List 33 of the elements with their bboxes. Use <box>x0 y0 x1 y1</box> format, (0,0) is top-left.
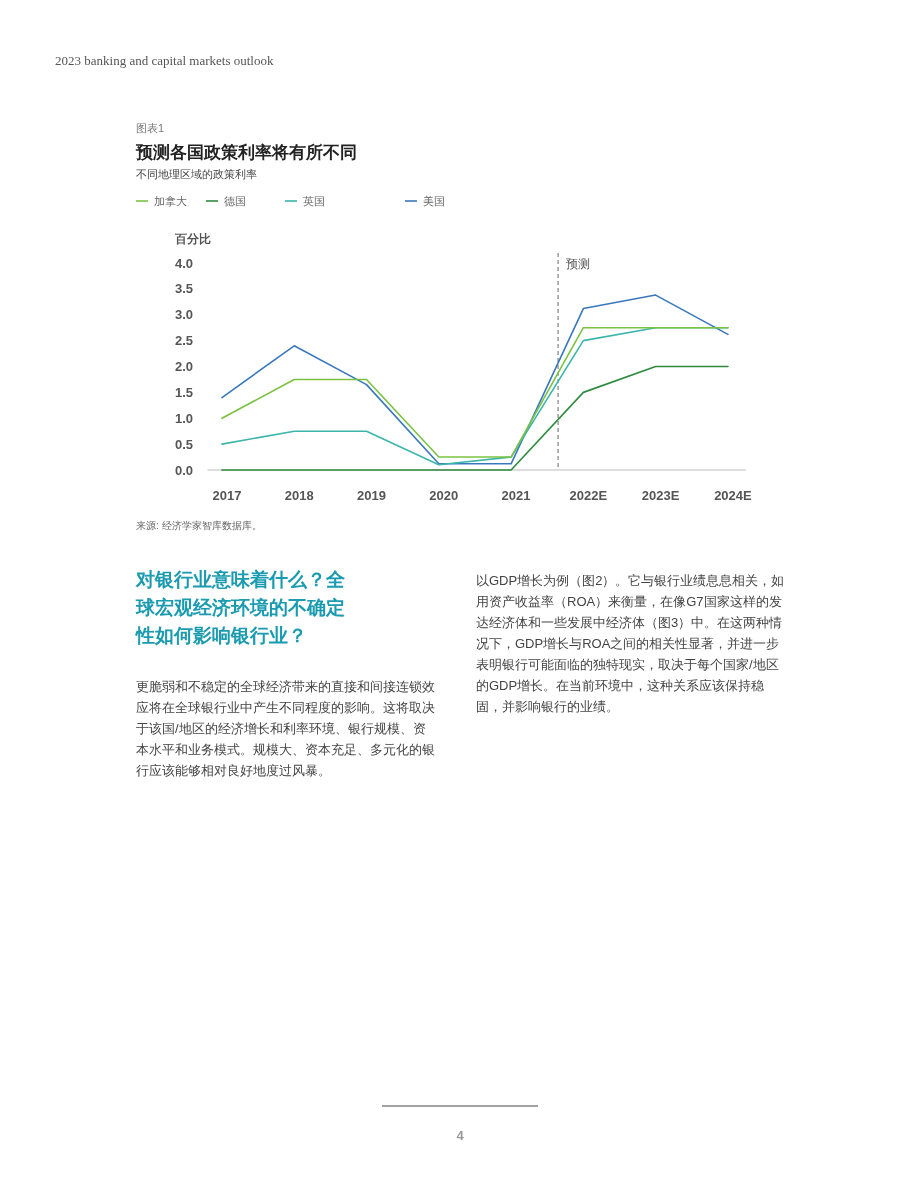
y-axis-title: 百分比 <box>174 232 211 246</box>
legend-label: 英国 <box>303 195 325 207</box>
y-tick-label: 2.5 <box>175 333 194 349</box>
y-tick-label: 3.0 <box>175 307 194 323</box>
legend-label: 德国 <box>224 195 246 207</box>
y-tick-label: 2.0 <box>175 359 194 375</box>
y-tick-label: 4.0 <box>175 255 194 271</box>
source-note: 来源: 经济学家智库数据库。 <box>136 520 262 531</box>
text: 2023 banking and capital markets outlook <box>55 53 274 68</box>
y-tick-label: 1.0 <box>175 410 194 426</box>
x-tick-label: 2024E <box>714 488 753 503</box>
y-tick-label: 0.5 <box>175 436 194 452</box>
y-tick-label: 1.5 <box>175 384 194 400</box>
x-tick-label: 2019 <box>357 488 386 503</box>
y-tick-label: 0.0 <box>175 462 194 478</box>
x-tick-label: 2023E <box>641 488 680 503</box>
legend-label: 美国 <box>423 195 445 207</box>
x-tick-label: 2021 <box>501 488 531 503</box>
x-tick-label: 2017 <box>212 488 242 503</box>
x-tick-label: 2018 <box>284 488 314 503</box>
y-tick-label: 3.5 <box>175 281 194 297</box>
text: 图表1 <box>136 122 165 134</box>
text: 对银行业意味着什么？全球宏观经济环境的不确定性如何影响银行业？ <box>136 568 346 648</box>
line-series <box>221 294 729 465</box>
text: 更脆弱和不稳定的全球经济带来的直接和间接连锁效应将在全球银行业中产生不同程度的影响。这将取决于该国/地区的经济增长和利率环境、银行规模、资本水平和业务模式。规模大、资本充足、多元化的银行应该能够相对良好地度过风暴。 <box>136 678 436 780</box>
text: 以GDP增长为例（图2）。它与银行业绩息息相关，如用资产收益率（ROA）来衡量，在像G7国家这样的发达经济体和一些发展中经济体（图3）中。在这两种情况下，GDP增长与ROA之间的相关性显著，并进一步表明银行可能面临的独特现实，取决于每个国家/地区的GDP增长。在当前环境中，这种关系应该保持稳固，并影响银行的业绩。 <box>476 572 786 716</box>
text: 4 <box>456 1128 465 1143</box>
legend-label: 加拿大 <box>154 195 187 207</box>
chart-subtitle: 不同地理区域的政策利率 <box>136 168 257 180</box>
x-tick-label: 2022E <box>569 488 608 503</box>
ref-line-label: 预测 <box>566 257 591 271</box>
x-tick-label: 2020 <box>429 488 459 503</box>
chart-title: 预测各国政策利率将有所不同 <box>135 143 357 162</box>
